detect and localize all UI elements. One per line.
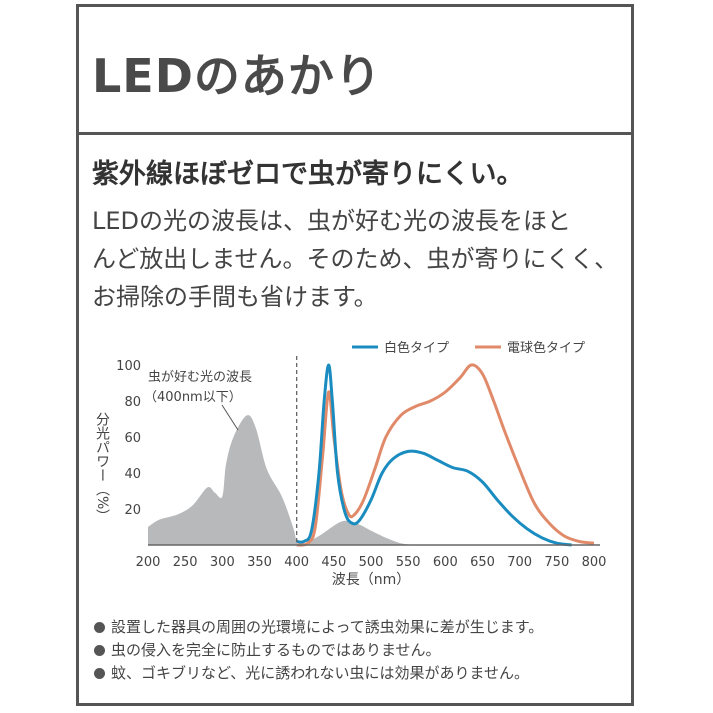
note-text: 蚊、ゴキブリなど、光に誘われない虫には効果がありません。	[111, 664, 530, 682]
y-tick-label: 100	[116, 359, 141, 374]
notes-list: 設置した器具の周囲の光環境によって誘虫効果に差が生じます。 虫の侵入を完全に防止…	[94, 616, 543, 685]
note-text: 虫の侵入を完全に防止するものではありません。	[111, 641, 441, 659]
y-tick-label: 20	[124, 503, 141, 518]
x-tick-label: 300	[210, 555, 235, 570]
page-title: LEDのあかり	[92, 49, 382, 103]
frame	[76, 4, 634, 706]
x-tick-label: 450	[321, 555, 346, 570]
x-axis-label: 波長（nm）	[332, 572, 411, 588]
note-text: 設置した器具の周囲の光環境によって誘虫効果に差が生じます。	[111, 618, 544, 636]
bullet-icon	[94, 622, 105, 633]
x-tick-label: 800	[582, 555, 607, 570]
y-tick-label: 60	[124, 431, 141, 446]
annotation-line1: 虫が好む光の波長	[148, 370, 252, 385]
series-line-bulb	[296, 363, 595, 547]
x-tick-label: 200	[136, 555, 161, 570]
x-tick-label: 650	[470, 555, 495, 570]
annotation-pointer	[221, 404, 239, 431]
body-text: LEDの光の波長は、虫が好む光の波長をほと んど放出しません。そのため、虫が寄り…	[92, 202, 622, 316]
body-line: LEDの光の波長は、虫が好む光の波長をほと	[92, 207, 572, 235]
body-line: んど放出しません。そのため、虫が寄りにくく、	[92, 245, 619, 273]
x-tick-label: 400	[284, 555, 309, 570]
y-axis-label-text: 分光パワー（%）	[94, 412, 110, 523]
legend: 白色タイプ 電球色タイプ	[352, 340, 585, 356]
body-line: お掃除の手間も省けます。	[92, 283, 378, 311]
note-item: 虫の侵入を完全に防止するものではありません。	[94, 639, 543, 662]
y-axis-label: 分光パワー（%）	[94, 412, 110, 523]
legend-label-bulb: 電球色タイプ	[507, 340, 585, 356]
insect-sensitivity-area	[148, 415, 416, 546]
headline: 紫外線ほぼゼロで虫が寄りにくい。	[92, 159, 524, 190]
x-tick-label: 600	[433, 555, 458, 570]
bullet-icon	[94, 645, 105, 656]
spectrum-chart: 200 250 300 350 400 450 500 550 600 650 700 750 800 2…	[94, 340, 607, 588]
header-divider	[76, 132, 634, 135]
annotation-line2: （400nm以下）	[144, 390, 242, 405]
bullet-icon	[94, 668, 105, 679]
y-tick-label: 40	[124, 467, 141, 482]
x-tick-label: 750	[544, 555, 569, 570]
y-tick-label: 80	[124, 395, 141, 410]
note-item: 設置した器具の周囲の光環境によって誘虫効果に差が生じます。	[94, 616, 543, 639]
series-line-white	[296, 363, 572, 547]
x-tick-label: 550	[396, 555, 421, 570]
x-tick-label: 250	[173, 555, 198, 570]
note-item: 蚊、ゴキブリなど、光に誘われない虫には効果がありません。	[94, 662, 543, 685]
legend-label-white: 白色タイプ	[384, 340, 449, 356]
x-tick-label: 700	[507, 555, 532, 570]
x-tick-label: 350	[247, 555, 272, 570]
x-tick-label: 500	[359, 555, 384, 570]
